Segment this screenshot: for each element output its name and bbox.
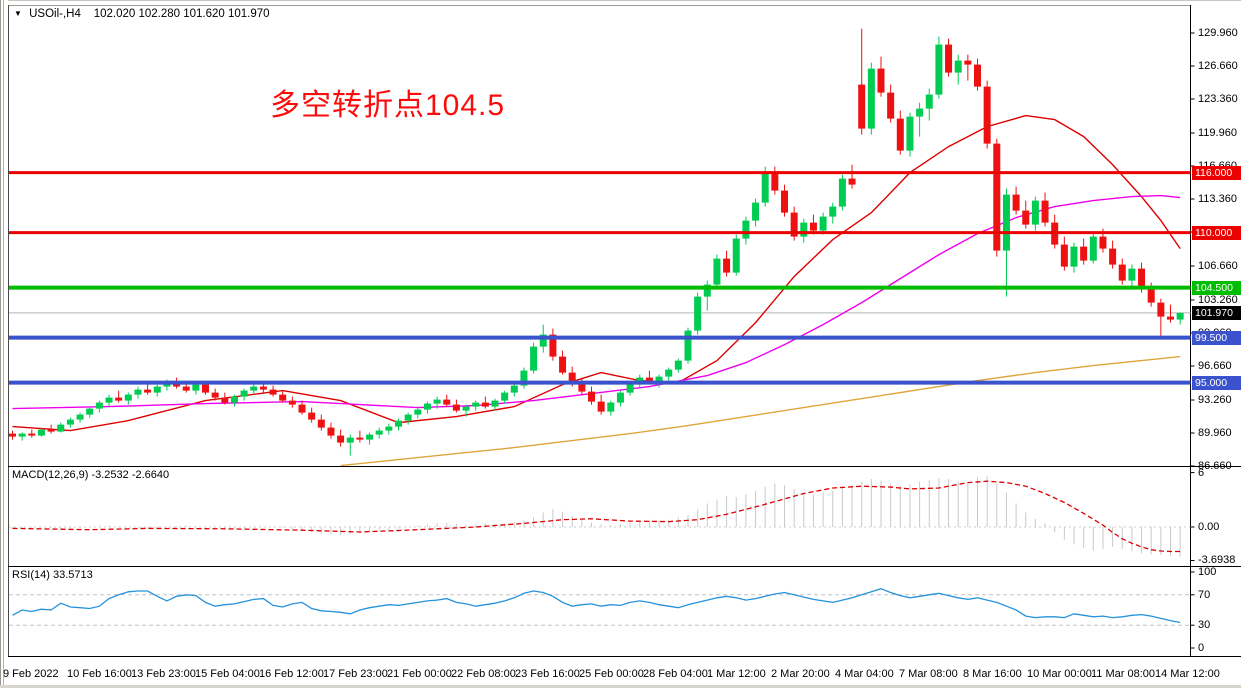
ma-mid-magenta bbox=[12, 194, 1181, 410]
time-axis-label[interactable]: 1 Mar 12:00 bbox=[707, 668, 766, 680]
symbol-dropdown-icon[interactable]: ▼ bbox=[14, 9, 22, 18]
time-axis-label[interactable]: 21 Feb 00:00 bbox=[387, 668, 452, 680]
price-tick-label: 119.960 bbox=[1198, 127, 1237, 139]
time-axis-label[interactable]: 8 Mar 16:00 bbox=[963, 668, 1022, 680]
window-bottom-edge bbox=[0, 685, 1241, 688]
time-axis-label[interactable]: 9 Feb 2022 bbox=[3, 668, 59, 680]
rsi-indicator-label: RSI(14) 33.5713 bbox=[12, 569, 93, 581]
time-axis-label[interactable]: 10 Mar 00:00 bbox=[1027, 668, 1092, 680]
price-tick-label: 106.660 bbox=[1198, 260, 1238, 272]
rsi-axis-label: 100 bbox=[1198, 566, 1217, 578]
price-tick-label: 123.360 bbox=[1198, 93, 1238, 105]
time-axis-label[interactable]: 4 Mar 04:00 bbox=[835, 668, 894, 680]
price-badge-95.000: 95.000 bbox=[1192, 375, 1241, 390]
price-tick-label: 129.960 bbox=[1198, 27, 1238, 39]
time-axis-label[interactable]: 23 Feb 16:00 bbox=[515, 668, 580, 680]
horizontal-level-lines[interactable] bbox=[9, 171, 1191, 385]
macd-axis-label: 6 bbox=[1198, 466, 1205, 479]
price-tick-label: 93.260 bbox=[1198, 394, 1232, 406]
price-badge-116.000: 116.000 bbox=[1192, 165, 1241, 180]
price-badge-104.500: 104.500 bbox=[1192, 280, 1241, 295]
rsi-axis-label: 0 bbox=[1198, 642, 1205, 654]
price-tick-label: 86.660 bbox=[1198, 460, 1232, 472]
ma-slow-orange bbox=[340, 355, 1181, 467]
time-axis-label[interactable]: 16 Feb 12:00 bbox=[259, 668, 324, 680]
symbol-header[interactable]: ▼ USOil-,H4 102.020 102.280 101.620 101.… bbox=[14, 8, 270, 20]
rsi-axis-label: 30 bbox=[1198, 619, 1211, 632]
symbol-timeframe-label: USOil-,H4 bbox=[29, 8, 81, 20]
time-axis-label[interactable]: 13 Feb 23:00 bbox=[131, 668, 196, 680]
price-tick-label: 103.260 bbox=[1198, 294, 1238, 306]
time-axis-label[interactable]: 22 Feb 08:00 bbox=[451, 668, 516, 680]
time-axis-label[interactable]: 28 Feb 04:00 bbox=[643, 668, 708, 680]
price-tick-label: 89.960 bbox=[1198, 427, 1232, 439]
time-axis-label[interactable]: 11 Mar 08:00 bbox=[1091, 668, 1156, 680]
time-axis-label[interactable]: 2 Mar 20:00 bbox=[771, 668, 830, 680]
price-tick-label: 113.360 bbox=[1198, 193, 1237, 205]
window-top-edge bbox=[0, 0, 1241, 1]
price-tick-label: 96.660 bbox=[1198, 360, 1232, 372]
macd-axis-label: 0.00 bbox=[1198, 521, 1220, 533]
time-axis-label[interactable]: 7 Mar 08:00 bbox=[899, 668, 958, 680]
ohlc-values: 102.020 102.280 101.620 101.970 bbox=[93, 8, 270, 20]
time-axis-label[interactable]: 15 Feb 04:00 bbox=[195, 668, 260, 680]
rsi-axis-label: 70 bbox=[1198, 588, 1211, 601]
window-left-edge bbox=[0, 0, 8, 688]
macd-axis-label: -3.6938 bbox=[1198, 554, 1236, 567]
price-scale bbox=[1190, 32, 1195, 467]
pivot-annotation-text: 多空转折点104.5 bbox=[270, 89, 506, 122]
price-tick-label: 126.660 bbox=[1198, 60, 1238, 72]
price-badge-99.500: 99.500 bbox=[1192, 330, 1241, 345]
candlestick-series bbox=[9, 28, 1184, 456]
moving-average-lines bbox=[12, 114, 1181, 467]
ma-fast-red bbox=[12, 114, 1181, 432]
time-axis-label[interactable]: 17 Feb 23:00 bbox=[323, 668, 388, 680]
rsi-pane-series bbox=[9, 571, 1195, 649]
macd-pane-series bbox=[9, 472, 1195, 561]
pane-frame bbox=[8, 5, 1241, 657]
time-axis-label[interactable]: 10 Feb 16:00 bbox=[67, 668, 132, 680]
price-badge-101.970: 101.970 bbox=[1192, 305, 1241, 320]
window-left-edge-line bbox=[3, 0, 4, 688]
price-badge-110.000: 110.000 bbox=[1192, 225, 1241, 240]
time-axis-label[interactable]: 25 Feb 00:00 bbox=[579, 668, 644, 680]
macd-indicator-label: MACD(12,26,9) -3.2532 -2.6640 bbox=[12, 469, 170, 481]
time-axis-label[interactable]: 14 Mar 12:00 bbox=[1155, 668, 1220, 680]
